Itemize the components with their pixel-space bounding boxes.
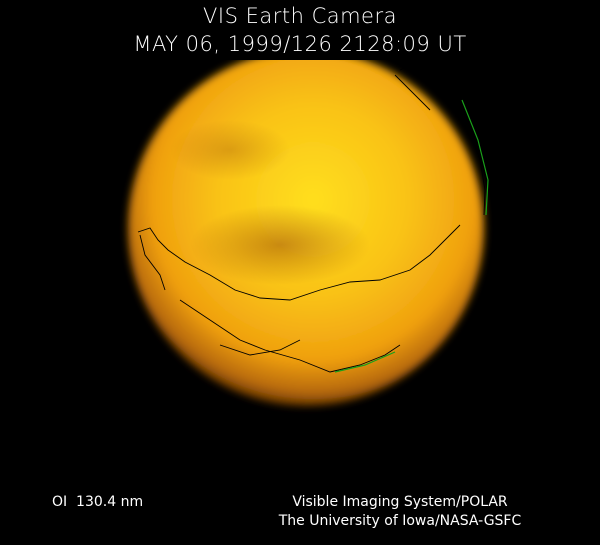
terminator-line-south [334, 351, 396, 373]
credit-line-2: The University of Iowa/NASA-GSFC [278, 513, 522, 529]
wavelength-label: OI 130.4 nm [52, 494, 144, 510]
image-timestamp: MAY 06, 1999/126 2128:09 UT [133, 32, 467, 56]
credit-line-1: Visible Imaging System/POLAR [292, 494, 508, 510]
image-title: VIS Earth Camera [203, 4, 397, 28]
earth-globe [128, 60, 484, 406]
terminator-line [461, 99, 489, 216]
coastline-overlay [137, 61, 486, 373]
